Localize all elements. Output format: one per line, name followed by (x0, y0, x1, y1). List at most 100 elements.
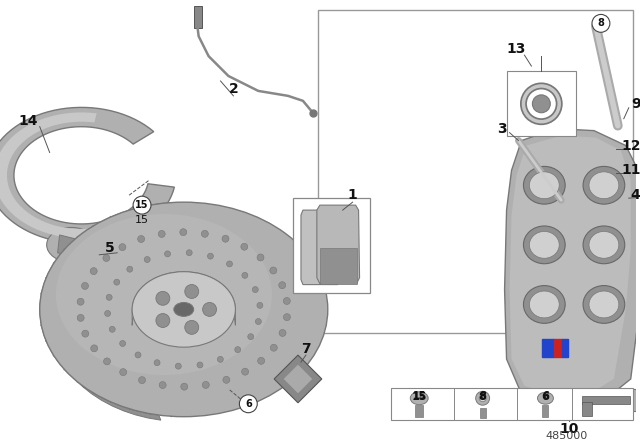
Circle shape (104, 358, 111, 365)
Text: 485000: 485000 (545, 431, 588, 440)
Circle shape (255, 319, 261, 324)
Circle shape (156, 314, 170, 327)
Text: 15: 15 (135, 200, 148, 210)
Bar (542, 339, 554, 357)
Text: 6: 6 (542, 391, 549, 401)
Polygon shape (509, 136, 631, 395)
Circle shape (592, 14, 610, 32)
Text: 11: 11 (621, 164, 640, 177)
Circle shape (158, 230, 165, 237)
Bar (582, 396, 630, 404)
Circle shape (223, 376, 230, 383)
Ellipse shape (589, 172, 619, 198)
Bar (554, 339, 562, 357)
Circle shape (242, 368, 248, 375)
Circle shape (257, 302, 263, 308)
Ellipse shape (479, 395, 486, 402)
Circle shape (248, 334, 253, 340)
Circle shape (138, 236, 145, 242)
Text: 5: 5 (104, 241, 114, 255)
Circle shape (90, 267, 97, 275)
Circle shape (270, 344, 277, 351)
Circle shape (77, 314, 84, 321)
Ellipse shape (589, 232, 619, 258)
Bar (479, 408, 486, 418)
Ellipse shape (524, 166, 565, 204)
Circle shape (120, 340, 125, 346)
Ellipse shape (583, 166, 625, 204)
Text: 2: 2 (228, 82, 238, 96)
Polygon shape (284, 365, 312, 393)
Text: 10: 10 (559, 422, 579, 435)
Circle shape (135, 352, 141, 358)
Circle shape (175, 363, 181, 369)
Bar (562, 339, 568, 357)
Ellipse shape (132, 271, 236, 347)
Polygon shape (132, 272, 236, 325)
Polygon shape (317, 205, 360, 284)
Ellipse shape (529, 291, 559, 318)
Circle shape (270, 267, 276, 274)
Circle shape (103, 254, 110, 262)
Circle shape (106, 294, 112, 300)
Ellipse shape (56, 214, 272, 375)
Circle shape (242, 272, 248, 278)
Polygon shape (301, 210, 340, 284)
Text: 3: 3 (497, 122, 506, 136)
Text: 8: 8 (479, 391, 486, 401)
Circle shape (114, 279, 120, 285)
Circle shape (154, 360, 160, 366)
Circle shape (119, 244, 126, 250)
Ellipse shape (583, 226, 625, 264)
Circle shape (284, 314, 291, 321)
Circle shape (185, 284, 198, 298)
Text: 8: 8 (479, 392, 486, 402)
Circle shape (120, 369, 127, 375)
Text: 12: 12 (621, 138, 640, 152)
Circle shape (222, 235, 229, 242)
Bar (320, 248, 356, 284)
Circle shape (239, 395, 257, 413)
Circle shape (127, 266, 132, 272)
Ellipse shape (538, 392, 554, 404)
Circle shape (202, 230, 208, 237)
Circle shape (77, 298, 84, 305)
Circle shape (138, 377, 145, 383)
Circle shape (82, 330, 89, 337)
Text: 6: 6 (541, 392, 549, 402)
Polygon shape (40, 202, 172, 420)
Circle shape (109, 326, 115, 332)
Circle shape (241, 243, 248, 250)
Ellipse shape (174, 302, 194, 316)
Polygon shape (0, 112, 157, 238)
Bar (318, 10, 632, 333)
Text: 1: 1 (348, 188, 358, 202)
Circle shape (532, 95, 550, 113)
Ellipse shape (410, 392, 428, 405)
Bar (391, 388, 632, 420)
Circle shape (180, 383, 188, 390)
Ellipse shape (529, 172, 559, 198)
Ellipse shape (524, 226, 565, 264)
Circle shape (180, 229, 187, 236)
Circle shape (279, 329, 286, 336)
Circle shape (81, 282, 88, 289)
Circle shape (218, 356, 223, 362)
Text: 13: 13 (507, 42, 526, 56)
Circle shape (252, 287, 259, 293)
Circle shape (257, 254, 264, 261)
Bar (543, 405, 548, 417)
Bar (293, 198, 371, 293)
Circle shape (104, 310, 111, 316)
Circle shape (227, 261, 232, 267)
Ellipse shape (524, 285, 565, 323)
Polygon shape (58, 235, 79, 258)
Bar (582, 402, 592, 416)
Text: 15: 15 (412, 391, 426, 401)
Ellipse shape (583, 285, 625, 323)
Circle shape (203, 302, 216, 316)
Text: 15: 15 (135, 215, 149, 225)
Circle shape (235, 347, 241, 353)
Circle shape (207, 253, 213, 259)
Circle shape (91, 345, 98, 352)
